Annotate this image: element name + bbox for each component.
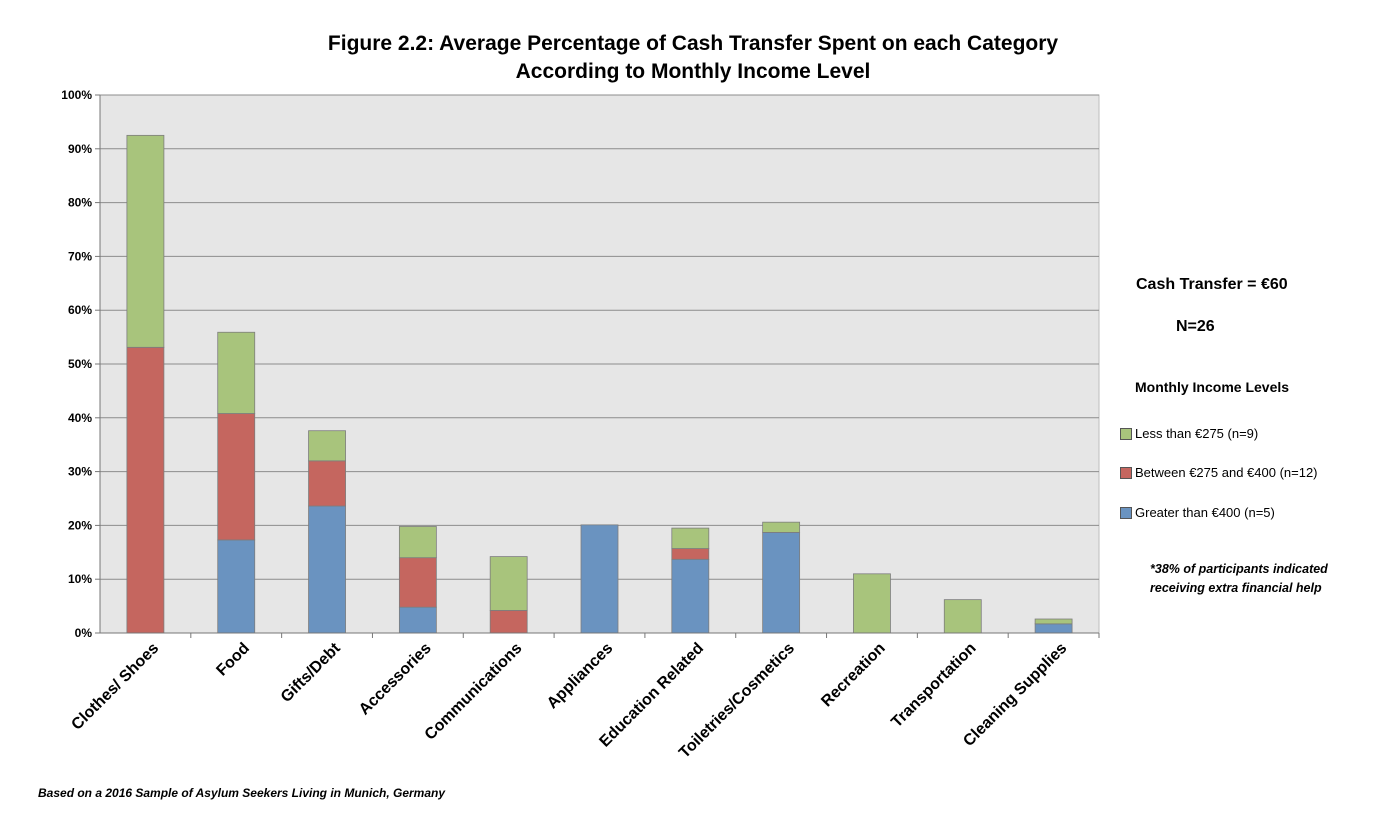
chart-title-line-1: Figure 2.2: Average Percentage of Cash T… xyxy=(327,32,1059,55)
x-tick-label: Appliances xyxy=(544,640,616,712)
y-tick-label: 90% xyxy=(68,142,92,156)
sample-size-label: N=26 xyxy=(1176,318,1215,335)
chart-title-line-2: According to Monthly Income Level xyxy=(515,60,871,83)
legend-swatch-green xyxy=(1120,427,1132,440)
bar-segment xyxy=(671,527,710,549)
bar-segment xyxy=(398,557,437,608)
y-tick-labels: 0% 10% 20% 30% 40% 50% 60% 70% 80% 90% 100% xyxy=(61,88,92,640)
bar-segment xyxy=(398,606,437,634)
footnote: Based on a 2016 Sample of Asylum Seekers… xyxy=(38,786,446,800)
x-tick-label: Accessories xyxy=(356,640,435,719)
bar-segment xyxy=(489,556,528,611)
bar-segment xyxy=(762,521,801,533)
chart-title: Figure 2.2: Average Percentage of Cash T… xyxy=(0,30,1386,86)
axes xyxy=(99,95,1099,634)
bar-segment xyxy=(1034,618,1073,625)
x-tick-label: Transportation xyxy=(888,640,979,731)
bars xyxy=(126,134,1073,634)
bar-segment xyxy=(398,526,437,559)
bar-segment xyxy=(308,430,346,462)
bar-segment xyxy=(308,505,346,634)
bar-segment xyxy=(126,346,165,634)
y-tick-label: 60% xyxy=(68,303,92,317)
legend-item-less-than-275: Less than €275 (n=9) xyxy=(1120,426,1258,441)
bar-segment xyxy=(671,558,710,634)
legend-title: Monthly Income Levels xyxy=(1135,379,1290,395)
legend-item-greater-than-400: Greater than €400 (n=5) xyxy=(1120,505,1275,520)
x-tick-label: Clothes/ Shoes xyxy=(68,640,162,734)
legend-swatch-blue xyxy=(1120,506,1132,519)
cash-transfer-label: Cash Transfer = €60 xyxy=(1136,276,1288,293)
bar-segment xyxy=(762,531,801,634)
x-tick-label: Gifts/Debt xyxy=(278,639,345,706)
bar-segment xyxy=(943,599,982,634)
bar-segment xyxy=(1034,623,1073,634)
bar-segment xyxy=(580,524,619,634)
x-tick-label: Communications xyxy=(422,640,526,744)
bar-segment xyxy=(126,134,165,348)
bar-segment xyxy=(671,548,710,560)
y-tick-label: 10% xyxy=(68,572,92,586)
y-tick-label: 70% xyxy=(68,249,92,263)
legend-label: Less than €275 (n=9) xyxy=(1135,426,1259,441)
y-tick-label: 0% xyxy=(75,626,93,640)
bar-segment xyxy=(217,539,256,634)
y-tick-label: 20% xyxy=(68,518,92,532)
bar-segment xyxy=(217,331,256,414)
y-tick-label: 40% xyxy=(68,411,92,425)
annotation-note: *38% of participants indicated receiving… xyxy=(1150,562,1328,595)
y-tick-label: 100% xyxy=(61,88,92,102)
legend-swatch-red xyxy=(1120,466,1132,479)
y-tick-label: 80% xyxy=(68,196,92,210)
bar-segment xyxy=(217,413,256,541)
bar-segment xyxy=(853,573,891,634)
x-tick-label: Food xyxy=(213,640,253,680)
legend-item-between-275-400: Between €275 and €400 (n=12) xyxy=(1120,465,1318,480)
y-tick-label: 50% xyxy=(68,357,92,371)
legend-label: Between €275 and €400 (n=12) xyxy=(1135,465,1318,480)
bar-segment xyxy=(489,610,528,634)
bar-segment xyxy=(308,460,346,507)
x-tick-labels: Clothes/ Shoes Food Gifts/Debt AccessoriesC… xyxy=(68,639,1070,761)
x-tick-label: Recreation xyxy=(818,640,889,711)
x-tick-label: Cleaning Supplies xyxy=(960,640,1070,750)
y-tick-label: 30% xyxy=(68,465,92,479)
legend-label: Greater than €400 (n=5) xyxy=(1135,505,1275,520)
